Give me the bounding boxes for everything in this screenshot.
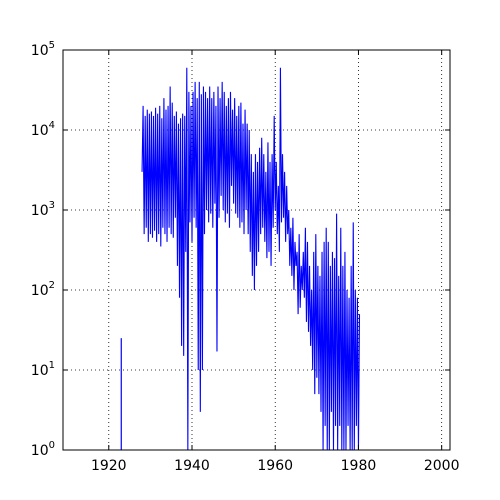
y-tick-label: 101 (31, 360, 55, 379)
y-tick-label: 105 (31, 40, 55, 59)
axes-frame (62, 49, 451, 451)
x-tick-label: 1940 (174, 458, 210, 474)
y-tick-label: 104 (31, 120, 55, 139)
x-axis-ticks: 1920 1940 1960 1980 2000 (91, 50, 460, 474)
y-tick-label: 102 (31, 280, 55, 299)
y-tick-label: 103 (31, 200, 55, 219)
y-axis-ticks: 100 101 102 103 104 105 (31, 40, 450, 459)
series-layer (120, 67, 361, 450)
x-tick-label: 1980 (341, 458, 377, 474)
y-tick-label: 100 (31, 440, 55, 459)
x-tick-label: 1920 (91, 458, 127, 474)
series-line-counts (141, 67, 361, 450)
x-tick-label: 1960 (257, 458, 293, 474)
plot-area: 1920 1940 1960 1980 2000 100 101 102 103 104 105 (31, 40, 460, 474)
x-tick-label: 2000 (424, 458, 460, 474)
